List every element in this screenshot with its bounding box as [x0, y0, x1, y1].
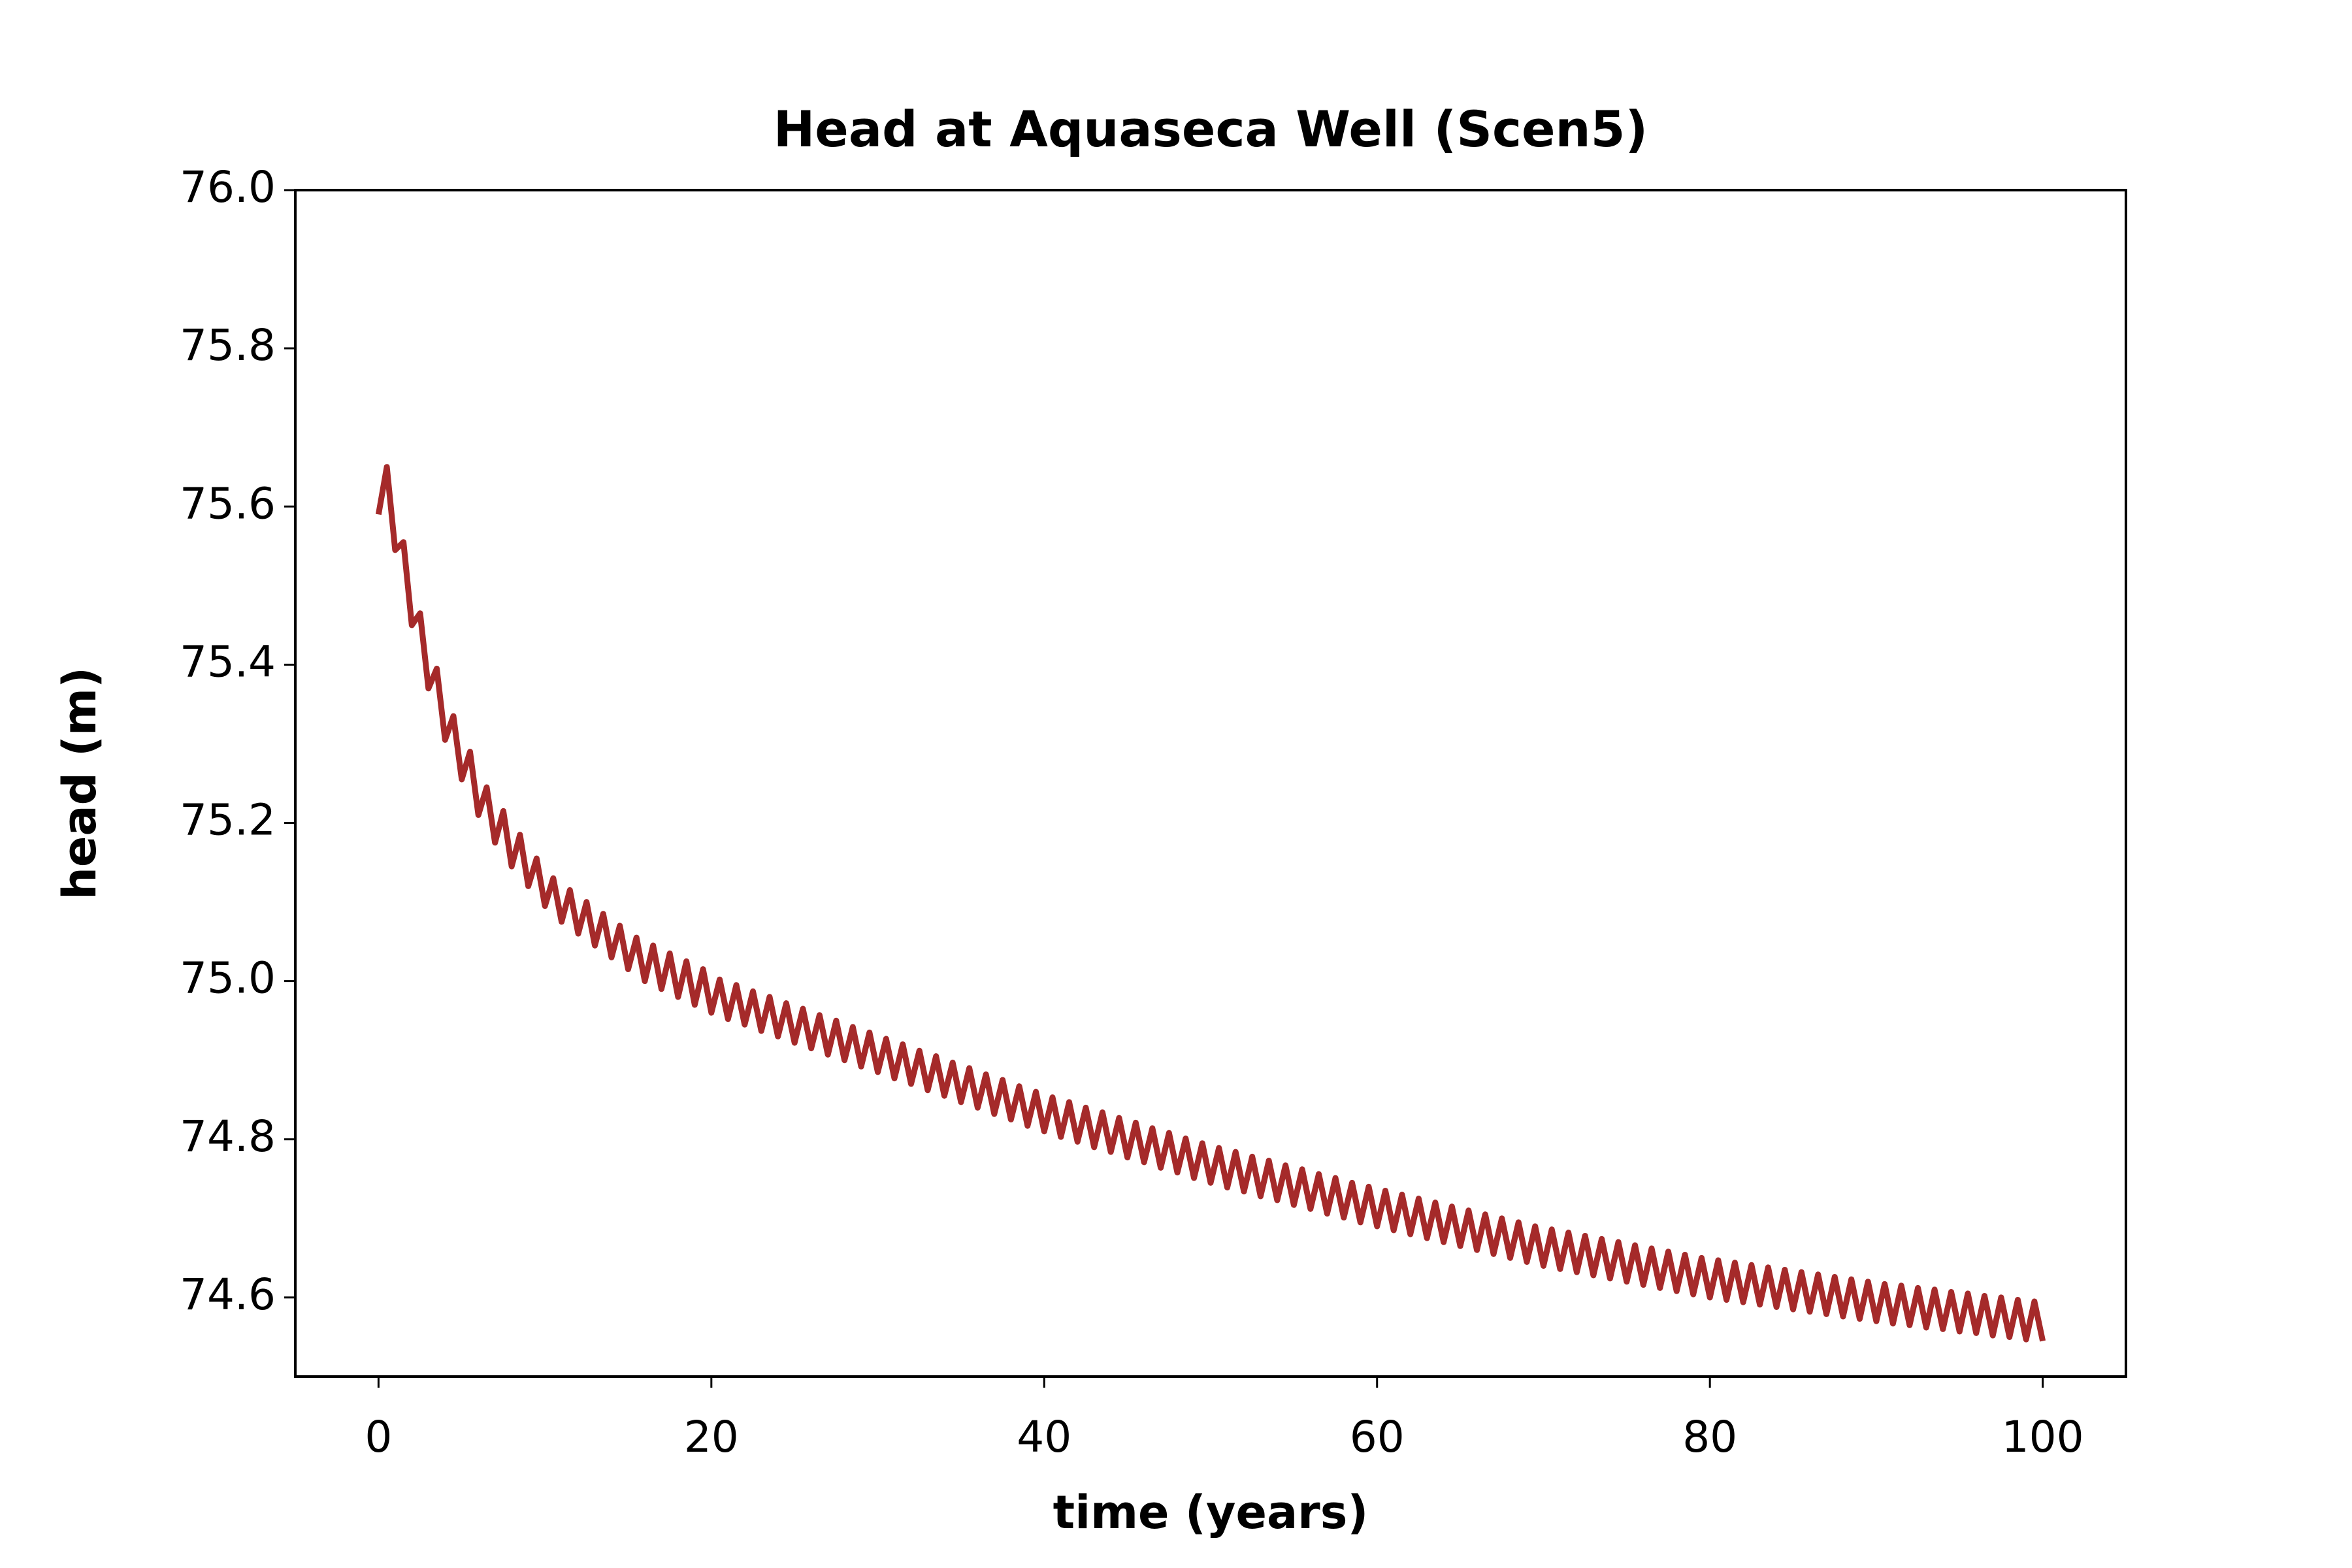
x-tick-label: 0: [365, 1412, 392, 1462]
y-axis-label: head (m): [53, 667, 106, 900]
y-tick-label: 75.6: [180, 478, 276, 529]
y-tick-label: 74.8: [180, 1111, 276, 1162]
y-tick-label: 74.6: [180, 1269, 276, 1320]
y-tick-label: 75.8: [180, 320, 276, 370]
y-tick-label: 75.4: [180, 636, 276, 687]
data-line: [375, 464, 2046, 1343]
x-tick-label: 20: [684, 1412, 739, 1462]
plot-frame: [294, 189, 2127, 1378]
y-tick-label: 76.0: [180, 162, 276, 212]
chart-title: Head at Aquaseca Well (Scen5): [774, 100, 1648, 158]
x-tick-label: 100: [2002, 1412, 2084, 1462]
x-axis-label: time (years): [1053, 1486, 1369, 1539]
x-tick-label: 60: [1350, 1412, 1405, 1462]
y-tick-label: 75.2: [180, 795, 276, 845]
y-tick-label: 75.0: [180, 953, 276, 1004]
x-tick-label: 80: [1682, 1412, 1737, 1462]
x-tick-label: 40: [1017, 1412, 1071, 1462]
